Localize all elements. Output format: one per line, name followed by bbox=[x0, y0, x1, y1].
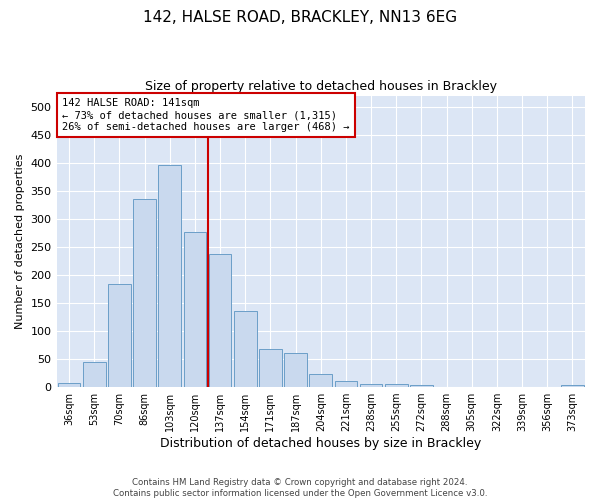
Bar bbox=[335, 381, 357, 387]
Bar bbox=[83, 362, 106, 387]
Bar bbox=[234, 312, 257, 387]
Y-axis label: Number of detached properties: Number of detached properties bbox=[15, 154, 25, 329]
Bar bbox=[385, 384, 407, 387]
Bar bbox=[209, 254, 232, 387]
Bar bbox=[410, 386, 433, 387]
Bar bbox=[108, 284, 131, 387]
Bar bbox=[184, 232, 206, 387]
Text: 142 HALSE ROAD: 141sqm
← 73% of detached houses are smaller (1,315)
26% of semi-: 142 HALSE ROAD: 141sqm ← 73% of detached… bbox=[62, 98, 349, 132]
Text: 142, HALSE ROAD, BRACKLEY, NN13 6EG: 142, HALSE ROAD, BRACKLEY, NN13 6EG bbox=[143, 10, 457, 25]
Bar bbox=[158, 164, 181, 387]
Bar bbox=[310, 374, 332, 387]
Bar bbox=[259, 349, 282, 387]
Text: Contains HM Land Registry data © Crown copyright and database right 2024.
Contai: Contains HM Land Registry data © Crown c… bbox=[113, 478, 487, 498]
Title: Size of property relative to detached houses in Brackley: Size of property relative to detached ho… bbox=[145, 80, 497, 93]
Bar bbox=[435, 386, 458, 387]
Bar bbox=[284, 353, 307, 387]
Bar bbox=[561, 386, 584, 387]
Bar bbox=[58, 382, 80, 387]
Bar bbox=[133, 200, 156, 387]
X-axis label: Distribution of detached houses by size in Brackley: Distribution of detached houses by size … bbox=[160, 437, 481, 450]
Bar bbox=[360, 384, 382, 387]
Bar bbox=[485, 386, 508, 387]
